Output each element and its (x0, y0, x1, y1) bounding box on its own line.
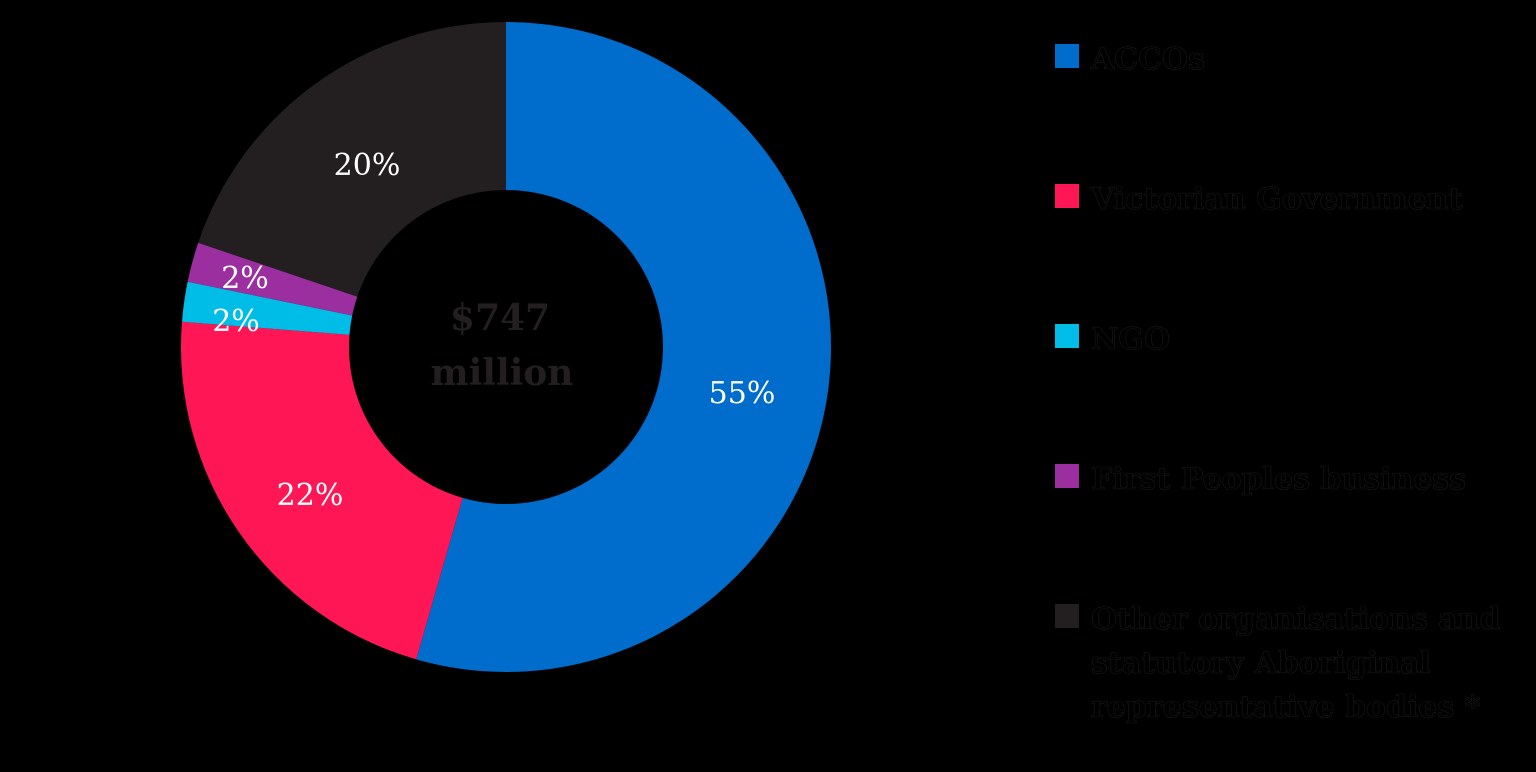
slice-label-accos: 55% (709, 376, 776, 411)
legend-item-accos: ACCOs (1055, 38, 1511, 82)
legend-swatch-victorian-government (1055, 184, 1079, 208)
center-total-amount: $747 (450, 297, 550, 339)
slice-label-victorian-government: 22% (277, 478, 344, 513)
legend-swatch-accos (1055, 44, 1079, 68)
legend-item-other: Other organisations and statutory Aborig… (1055, 598, 1511, 730)
legend-swatch-ngo (1055, 324, 1079, 348)
slice-label-other: 20% (334, 148, 401, 183)
legend-label-victorian-government: Victorian Government (1091, 182, 1463, 218)
legend-swatch-first-peoples-business (1055, 464, 1079, 488)
legend-item-victorian-government: Victorian Government (1055, 178, 1511, 222)
legend-label-ngo: NGO (1091, 322, 1171, 358)
donut-chart: $747 million 55% 22% 2% 2% 20% (180, 22, 831, 673)
legend-item-first-peoples-business: First Peoples business (1055, 458, 1511, 502)
legend-label-accos: ACCOs (1091, 42, 1206, 78)
slice-label-first-peoples-business: 2% (221, 261, 269, 296)
donut-hole (349, 190, 663, 504)
legend-label-other: Other organisations and statutory Aborig… (1091, 602, 1501, 726)
slice-label-ngo: 2% (212, 304, 260, 339)
legend-swatch-other (1055, 604, 1079, 628)
legend-label-first-peoples-business: First Peoples business (1091, 462, 1467, 498)
center-total-unit: million (431, 352, 574, 394)
legend-item-ngo: NGO (1055, 318, 1511, 362)
